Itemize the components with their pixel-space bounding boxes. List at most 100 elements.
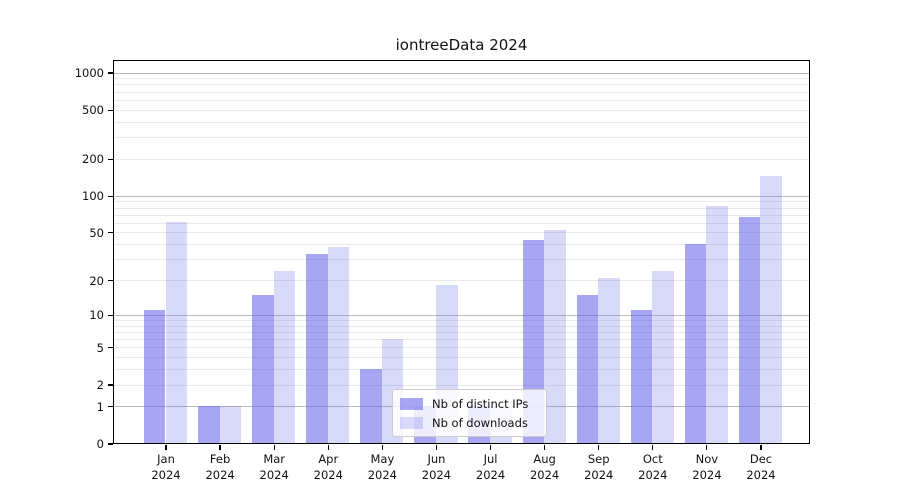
y-tick-mark <box>108 72 113 74</box>
bar-downloads <box>598 277 620 444</box>
x-tick-label: Jun 2024 <box>409 451 463 483</box>
x-tick-mark <box>327 445 329 450</box>
x-tick-year: 2024 <box>475 468 506 482</box>
x-tick-month: Jun <box>427 452 446 466</box>
bar-distinct-ips <box>143 310 166 444</box>
y-tick-mark <box>108 406 113 408</box>
bar-distinct-ips <box>306 254 328 444</box>
gridline-minor <box>114 84 809 86</box>
legend-label-distinct-ips: Nb of distinct IPs <box>432 396 529 411</box>
x-tick-mark <box>652 445 654 450</box>
y-tick-mark <box>108 232 113 234</box>
gridline-minor <box>114 99 809 101</box>
y-tick-mark <box>108 443 113 445</box>
y-tick-label: 20 <box>89 273 104 288</box>
x-tick-label: Jul 2024 <box>464 451 518 483</box>
y-tick-label: 200 <box>82 152 104 167</box>
x-tick-month: Feb <box>209 452 231 466</box>
x-tick-month: Jul <box>483 452 498 466</box>
bar-downloads <box>706 206 728 444</box>
bar-distinct-ips <box>360 369 382 444</box>
legend-item-downloads: Nb of downloads <box>400 416 539 430</box>
bar-downloads <box>273 270 296 444</box>
bar-downloads <box>652 270 674 444</box>
gridline-minor <box>114 319 809 321</box>
gridline-minor <box>114 109 809 111</box>
x-tick-mark <box>219 445 221 450</box>
gridline-minor <box>114 339 809 340</box>
chart-title: iontreeData 2024 <box>395 36 528 54</box>
x-tick-month: Sep <box>587 452 610 466</box>
gridline-minor <box>114 369 809 371</box>
x-tick-year: 2024 <box>259 468 289 482</box>
x-tick-month: Apr <box>318 452 339 466</box>
x-tick-label: Nov 2024 <box>680 451 734 483</box>
x-tick-label: Feb 2024 <box>193 451 247 483</box>
x-tick-year: 2024 <box>692 468 722 482</box>
x-tick-mark <box>598 445 600 450</box>
bar-downloads <box>219 406 242 444</box>
gridline-minor <box>114 331 809 333</box>
x-tick-mark <box>760 445 762 450</box>
gridline-major <box>114 314 809 316</box>
gridline-minor <box>114 244 809 246</box>
x-tick-mark <box>165 445 167 450</box>
y-tick-mark <box>108 384 113 386</box>
bar-distinct-ips <box>684 244 707 444</box>
bar-distinct-ips <box>252 294 274 444</box>
legend: Nb of distinct IPs Nb of downloads <box>392 389 547 437</box>
y-tick-label: 0 <box>96 437 104 451</box>
y-tick-label: 500 <box>82 103 104 118</box>
gridline-minor <box>114 214 809 216</box>
bar-downloads <box>327 246 350 444</box>
gridline-minor <box>114 91 809 93</box>
gridline-minor <box>114 280 809 281</box>
x-tick-month: Jan <box>157 452 175 466</box>
x-tick-month: May <box>370 452 395 466</box>
y-tick-label: 1 <box>96 399 104 414</box>
gridline-minor <box>114 158 809 160</box>
gridline-minor <box>114 325 809 327</box>
x-tick-mark <box>273 445 275 450</box>
y-tick-label: 1000 <box>74 66 104 80</box>
y-tick-label: 100 <box>82 189 104 204</box>
x-tick-month: Oct <box>642 452 663 466</box>
y-tick-mark <box>108 158 113 160</box>
x-tick-year: 2024 <box>529 468 560 482</box>
x-tick-mark <box>544 445 546 450</box>
x-tick-year: 2024 <box>638 468 668 482</box>
x-tick-month: Nov <box>695 452 719 466</box>
x-tick-month: Aug <box>533 452 556 466</box>
x-tick-year: 2024 <box>746 468 776 482</box>
x-tick-year: 2024 <box>421 468 452 482</box>
x-tick-label: Jan 2024 <box>139 451 193 483</box>
bar-distinct-ips <box>576 294 599 444</box>
bar-distinct-ips <box>197 406 220 444</box>
legend-item-distinct-ips: Nb of distinct IPs <box>400 397 539 411</box>
gridline-minor <box>114 222 809 224</box>
gridline-minor <box>114 259 809 261</box>
gridline-minor <box>114 384 809 386</box>
legend-swatch-downloads <box>400 416 423 429</box>
x-tick-mark <box>435 445 438 450</box>
bar-distinct-ips <box>738 216 761 444</box>
x-tick-mark <box>706 445 708 450</box>
y-tick-mark <box>108 195 113 197</box>
x-tick-label: Mar 2024 <box>247 451 301 483</box>
y-tick-label: 10 <box>89 308 104 323</box>
x-tick-label: Sep 2024 <box>572 451 626 483</box>
x-tick-label: Dec 2024 <box>734 451 788 483</box>
x-tick-label: Aug 2024 <box>518 451 572 483</box>
bar-downloads <box>165 221 188 444</box>
x-tick-month: Mar <box>263 452 286 466</box>
y-tick-mark <box>108 109 113 111</box>
gridline-minor <box>114 121 809 123</box>
x-tick-year: 2024 <box>151 468 181 482</box>
y-tick-mark <box>108 347 113 349</box>
gridline-minor <box>114 137 809 139</box>
bar-distinct-ips <box>630 310 653 444</box>
gridline-minor <box>114 232 809 234</box>
gridline-minor <box>114 357 809 359</box>
y-tick-mark <box>108 279 113 282</box>
